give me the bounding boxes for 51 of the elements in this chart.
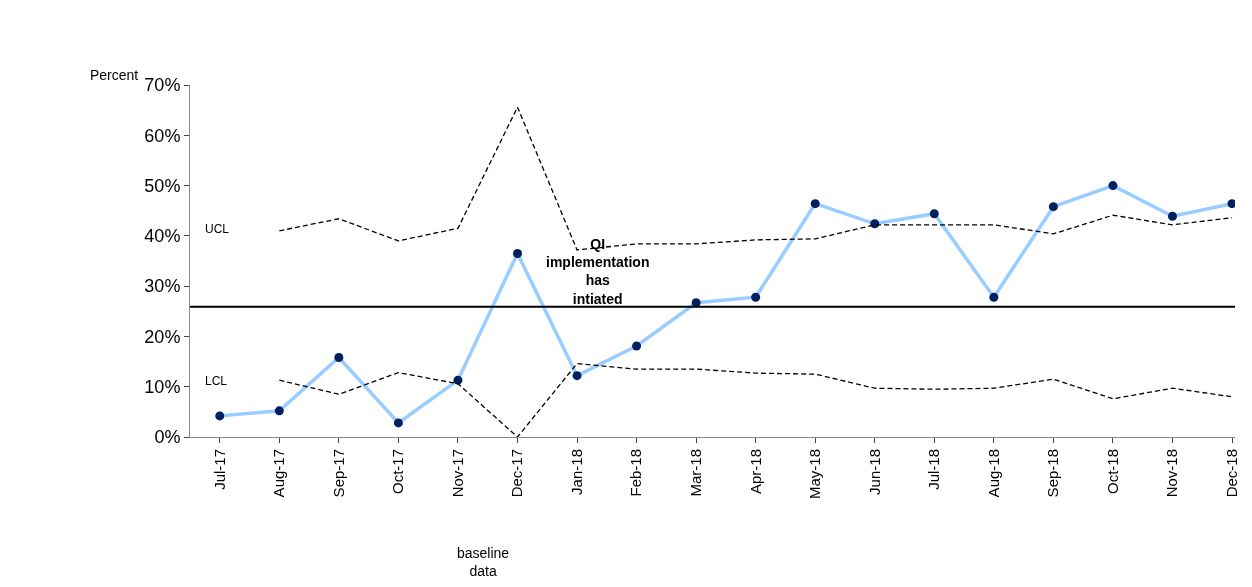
x-tick-label: Jul-17	[210, 449, 228, 490]
y-tick-label: 60%	[144, 125, 181, 146]
x-tick-label: Jun-18	[865, 449, 883, 495]
x-tick-label: Dec-18	[1222, 449, 1240, 498]
x-tick-label: Jan-18	[567, 449, 585, 495]
point	[989, 292, 999, 302]
x-tick-label: Nov-17	[448, 449, 466, 498]
y-tick-label: 20%	[144, 326, 181, 347]
point	[929, 209, 939, 219]
x-tick-label: Feb-18	[627, 449, 645, 497]
annotation: QI implementation has intiated	[546, 236, 650, 307]
point	[393, 418, 403, 428]
x-tick-label: Jul-18	[925, 449, 943, 490]
x-tick-label: Apr-18	[746, 449, 764, 495]
x-tick-label: Aug-17	[270, 449, 288, 498]
y-tick-label: 40%	[144, 226, 181, 247]
y-tick-label: 10%	[144, 377, 181, 398]
point	[215, 411, 225, 421]
x-tick-label: Dec-17	[508, 449, 526, 498]
point	[810, 199, 820, 209]
y-tick-label: 70%	[144, 75, 181, 96]
annotation: LCL	[205, 374, 228, 388]
x-tick-label: Sep-17	[329, 449, 347, 498]
y-tick-label: 0%	[154, 427, 181, 448]
line-series	[278, 106, 1233, 251]
point	[274, 406, 284, 416]
point	[1108, 181, 1118, 191]
y-tick-label: 30%	[144, 276, 181, 297]
text: baseline data	[457, 545, 510, 580]
y-tick-label: 50%	[144, 175, 181, 196]
x-tick-label: May-18	[806, 449, 824, 500]
x-tick-label: Aug-18	[984, 449, 1002, 498]
annotation: UCL	[205, 222, 230, 236]
line-series	[278, 362, 1233, 437]
y-axis-title: Percent	[90, 67, 139, 83]
point	[1227, 199, 1235, 209]
point	[870, 219, 880, 229]
point	[632, 341, 642, 351]
point	[512, 248, 522, 258]
point	[334, 353, 344, 363]
point	[751, 292, 761, 302]
point	[1167, 211, 1177, 221]
x-tick-label: Oct-17	[389, 449, 407, 495]
x-tick-label: Oct-18	[1103, 449, 1121, 495]
point	[572, 371, 582, 381]
point	[1048, 202, 1058, 212]
x-tick-label: Mar-18	[687, 449, 705, 497]
point	[453, 375, 463, 385]
x-tick-label: Nov-18	[1163, 449, 1181, 498]
x-tick-label: Sep-18	[1044, 449, 1062, 498]
point	[691, 298, 701, 308]
